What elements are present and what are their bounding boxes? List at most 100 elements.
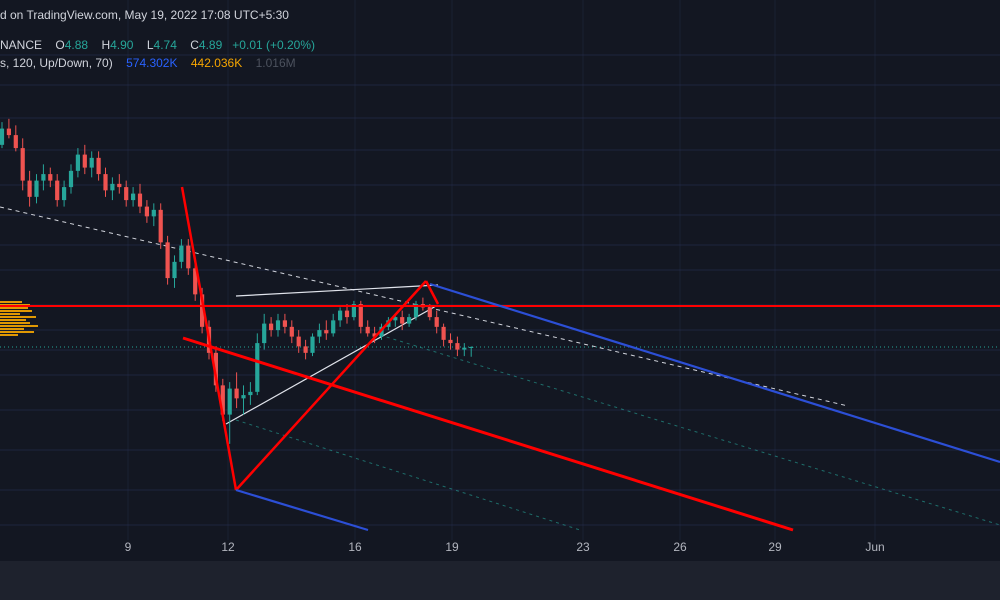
candle-body: [351, 304, 356, 318]
candle-body: [317, 330, 322, 337]
open-value: 4.88: [64, 38, 89, 52]
candle-body: [296, 336, 301, 347]
candle-body: [262, 323, 267, 344]
candle-body: [434, 317, 439, 327]
candle-body: [6, 128, 11, 136]
wedge-upper-line: [235, 284, 439, 297]
volume-profile-bar: [0, 331, 34, 333]
candle-body: [13, 135, 18, 149]
candle-body: [20, 148, 25, 181]
candle-body: [248, 391, 253, 396]
x-tick-label: 9: [124, 540, 132, 554]
candle-body: [68, 170, 74, 188]
publish-line: d on TradingView.com, May 19, 2022 17:08…: [0, 7, 289, 23]
candle-body: [89, 157, 94, 168]
candle-body: [413, 304, 419, 318]
candle-body: [358, 304, 363, 327]
candle-body: [275, 320, 281, 331]
volume-profile-bar: [0, 301, 22, 303]
candle-body: [110, 183, 115, 191]
low-label: L: [146, 38, 154, 52]
candle-body: [372, 333, 377, 337]
candle-body: [0, 128, 5, 145]
candle-body: [282, 320, 287, 327]
publish-text: d on TradingView.com, May 19, 2022 17:08…: [0, 8, 289, 22]
volume-profile-bar: [0, 325, 38, 327]
ohlc-legend: NANCE O4.88 H4.90 L4.74 C4.89 +0.01 (+0.…: [0, 37, 315, 53]
candle-body: [82, 154, 87, 168]
wedge-lower-line: [225, 305, 437, 425]
candle-body: [448, 339, 453, 344]
candle-body: [338, 310, 343, 321]
x-tick-label: 16: [348, 540, 362, 554]
x-tick-label: 23: [576, 540, 590, 554]
candle-body: [269, 323, 274, 331]
high-label: H: [101, 38, 111, 52]
candle-body: [179, 245, 184, 262]
candle-body: [41, 174, 46, 181]
x-tick-label: 26: [673, 540, 687, 554]
candle-body: [469, 347, 474, 348]
candle-body: [193, 268, 198, 295]
candle-body: [462, 347, 467, 350]
volume-profile-bar: [0, 334, 18, 336]
candle-body: [407, 317, 412, 324]
candle-body: [151, 209, 156, 217]
candle-body: [393, 317, 398, 321]
candle-body: [48, 174, 53, 181]
candle-body: [255, 343, 260, 392]
candle-body: [124, 187, 129, 201]
red-pullback-line: [424, 280, 440, 305]
candle-body: [137, 193, 143, 207]
candle-body: [165, 242, 170, 279]
candle-body: [55, 180, 60, 201]
channel-lower-line: [235, 419, 581, 531]
candle-body: [144, 206, 149, 217]
x-tick-label: 12: [221, 540, 235, 554]
candle-body: [103, 174, 108, 191]
candle-body: [455, 343, 460, 350]
candle-body: [213, 352, 218, 386]
blue-upper-channel: [429, 282, 1000, 464]
candle-body: [186, 245, 191, 269]
candle-body: [234, 388, 239, 399]
candle-body: [62, 187, 67, 201]
indicator-legend: s, 120, Up/Down, 70) 574.302K 442.036K 1…: [0, 55, 296, 71]
blue-lower-channel: [235, 488, 369, 532]
candle-body: [427, 307, 432, 318]
candle-body: [365, 326, 370, 334]
candle-body: [200, 294, 205, 327]
symbol-suffix: NANCE: [0, 38, 43, 52]
candle-body: [117, 183, 122, 188]
candle-body: [241, 395, 246, 399]
down-volume: 442.036K: [190, 56, 243, 70]
channel-mid-line: [379, 334, 1000, 526]
candle-body: [27, 180, 32, 197]
change-value: +0.01 (+0.20%): [232, 38, 316, 52]
candle-body: [400, 317, 405, 324]
high-value: 4.90: [110, 38, 134, 52]
candle-body: [310, 336, 315, 353]
candle-body: [96, 157, 101, 175]
candle-body: [331, 320, 336, 334]
up-volume: 574.302K: [126, 56, 178, 70]
open-label: O: [55, 38, 65, 52]
x-tick-label: 29: [768, 540, 782, 554]
candle-body: [227, 388, 232, 415]
volume-profile-bar: [0, 322, 30, 324]
x-tick-label: Jun: [865, 540, 885, 554]
volume-profile-bar: [0, 328, 24, 330]
candle-body: [34, 180, 39, 197]
volume-profile-bar: [0, 316, 36, 318]
total-volume: 1.016M: [255, 56, 296, 70]
candle-body: [441, 326, 446, 340]
candle-body: [158, 209, 163, 243]
volume-profile-bar: [0, 310, 32, 312]
candle-body: [131, 193, 136, 201]
close-label: C: [190, 38, 199, 52]
candle-body: [303, 346, 308, 353]
close-value: 4.89: [198, 38, 223, 52]
volume-profile-bar: [0, 313, 20, 315]
red-drop-line: [180, 186, 238, 491]
